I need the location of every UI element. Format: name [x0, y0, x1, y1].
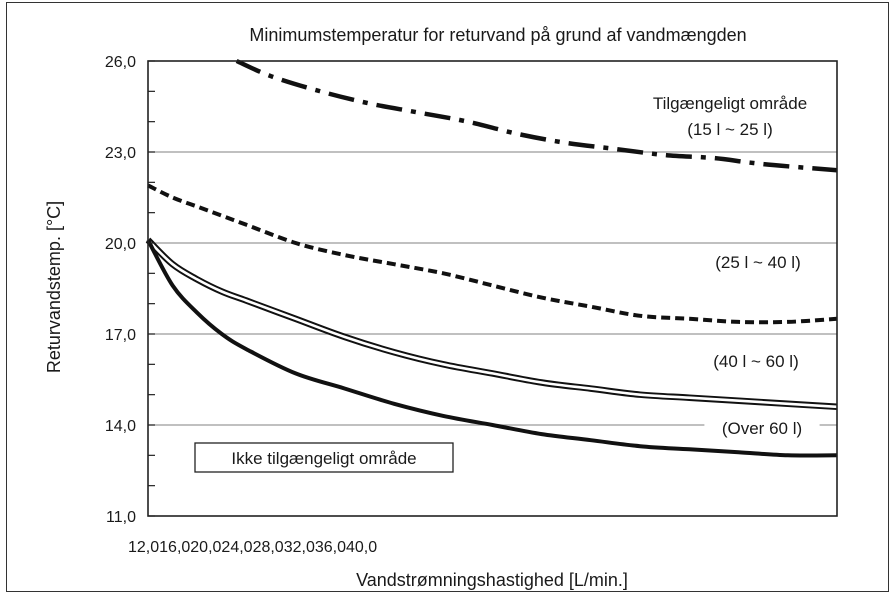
series-label-bg	[689, 348, 823, 374]
grid-lines	[148, 151, 837, 426]
y-tick-label: 14,0	[105, 418, 136, 435]
y-axis-label: Returvandstemp. [°C]	[44, 201, 64, 373]
series-line-40-60-inner	[147, 239, 838, 409]
available-region-label: Tilgængeligt område	[624, 88, 834, 116]
y-tick-label: 11,0	[106, 509, 136, 526]
unavailable-region-label: Ikke tilgængeligt område	[194, 442, 454, 473]
y-tick-label: 20,0	[105, 236, 136, 253]
series-label: (40 l ~ 60 l)	[713, 352, 799, 371]
plot-area	[147, 60, 838, 517]
series-label-bg	[691, 249, 825, 275]
series-label: (15 l ~ 25 l)	[687, 120, 773, 139]
series-line-25-40	[147, 183, 838, 325]
svg-text:Ikke tilgængeligt område: Ikke tilgængeligt område	[231, 449, 416, 468]
x-tick-labels: 12,016,020,024,028,032,036,040,0	[128, 539, 377, 556]
y-tick-label: 26,0	[105, 54, 136, 71]
series-label: (25 l ~ 40 l)	[715, 253, 801, 272]
x-axis-label: Vandstrømningshastighed [L/min.]	[356, 570, 628, 590]
svg-text:Tilgængeligt område: Tilgængeligt område	[653, 94, 807, 113]
series-label-bg	[704, 415, 820, 441]
chart-title: Minimumstemperatur for returvand på grun…	[249, 25, 746, 45]
y-tick-label: 23,0	[105, 145, 136, 162]
series-lines	[145, 58, 838, 458]
series-labels: (15 l ~ 25 l) (25 l ~ 40 l) (40 l ~ 60 l) (…	[663, 116, 825, 441]
series-label-bg	[663, 116, 797, 142]
y-axis-ticks: 11,0 14,0 17,0 20,0 23,0 26,0	[105, 54, 155, 526]
series-line-over-60	[146, 239, 838, 458]
y-tick-label: 17,0	[105, 327, 136, 344]
series-label: (Over 60 l)	[722, 419, 802, 438]
